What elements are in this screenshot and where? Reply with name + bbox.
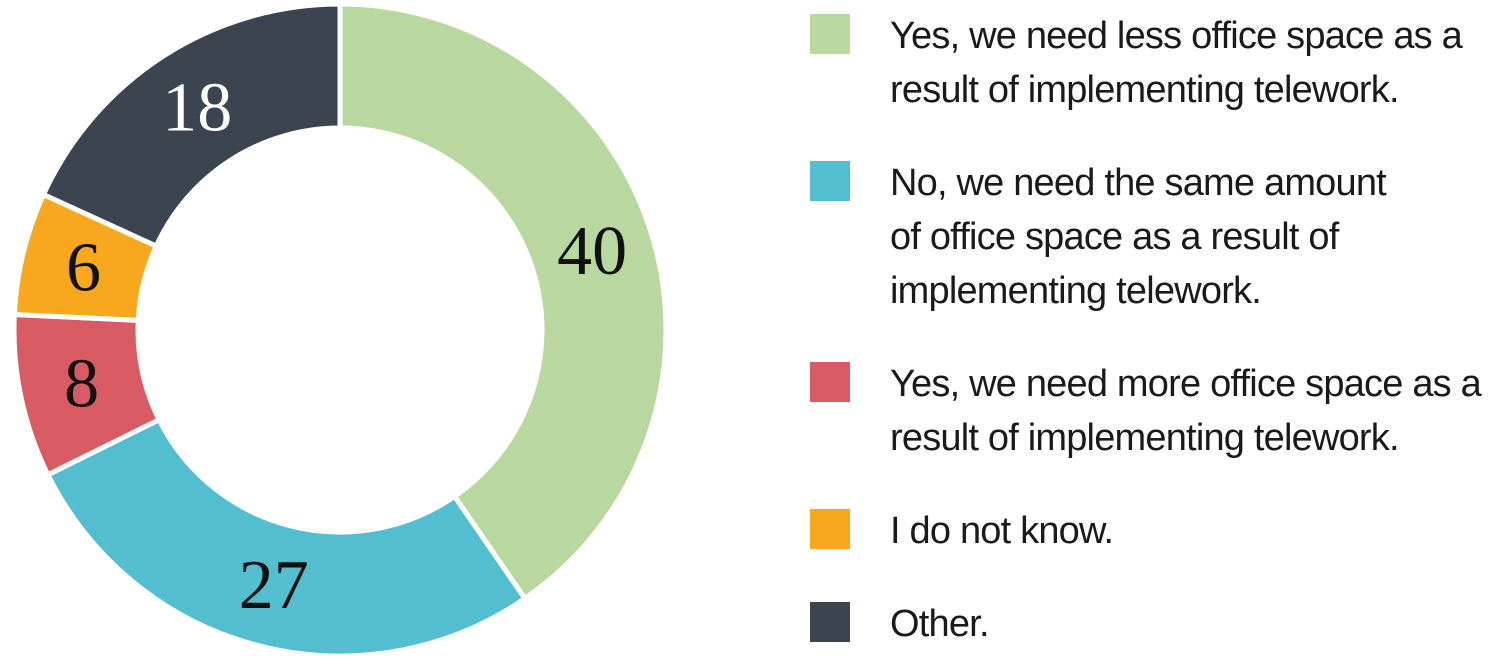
legend-item: No, we need the same amount of office sp…	[810, 156, 1470, 318]
legend-item: I do not know.	[810, 504, 1470, 558]
segment-value-label: 27	[239, 547, 309, 624]
legend-swatch-green	[810, 14, 850, 54]
legend-label: Other.	[890, 603, 990, 645]
legend-label: Yes, we need less office space as a resu…	[890, 15, 1463, 111]
donut-segment	[40, 1, 343, 250]
legend-swatch-slate	[810, 602, 850, 642]
legend-item: Other.	[810, 597, 1470, 651]
legend-label: No, we need the same amount of office sp…	[890, 162, 1387, 312]
legend-label: I do not know.	[890, 510, 1114, 552]
segment-value-label: 40	[557, 213, 627, 290]
legend-label: Yes, we need more office space as a resu…	[890, 363, 1482, 459]
legend-swatch-orange	[810, 509, 850, 549]
legend-swatch-red	[810, 362, 850, 402]
segment-value-label: 8	[64, 346, 99, 423]
donut-segment	[44, 416, 529, 659]
donut-chart: 40 27 8 6 18	[11, 1, 669, 659]
segment-value-label: 18	[162, 69, 232, 146]
legend-swatch-teal	[810, 161, 850, 201]
segment-value-label: 6	[66, 229, 101, 306]
donut-chart-area: 40 27 8 6 18	[0, 0, 700, 666]
legend-item: Yes, we need more office space as a resu…	[810, 357, 1482, 465]
legend-item: Yes, we need less office space as a resu…	[810, 9, 1470, 117]
donut-segment	[337, 1, 669, 602]
chart-legend: Yes, we need less office space as a resu…	[810, 9, 1482, 666]
